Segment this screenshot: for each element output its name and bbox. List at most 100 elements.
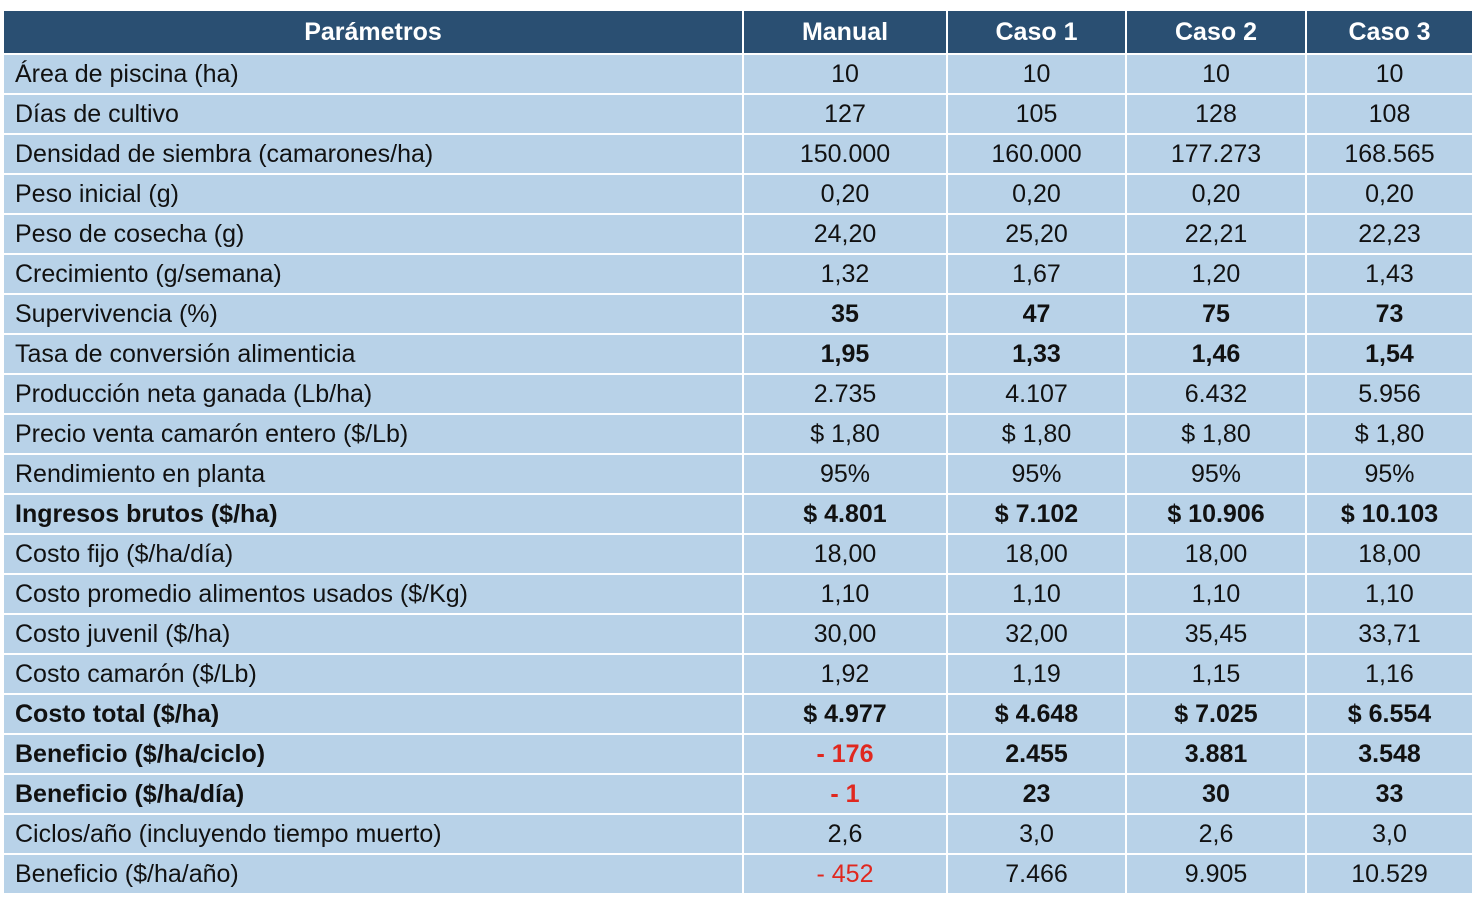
header-caso-1: Caso 1 (947, 11, 1127, 55)
cell-value: - 452 (743, 854, 948, 895)
cell-value: 32,00 (947, 614, 1127, 655)
cell-value: 1,67 (947, 254, 1127, 295)
cell-value: 105 (947, 94, 1127, 135)
row-label: Costo juvenil ($/ha) (4, 614, 744, 655)
cell-value: 3.548 (1306, 734, 1472, 775)
row-label: Días de cultivo (4, 94, 744, 135)
cell-value: $ 1,80 (1306, 414, 1472, 455)
cell-value: 95% (743, 454, 948, 495)
cell-value: 1,10 (947, 574, 1127, 615)
row-label: Tasa de conversión alimenticia (4, 334, 744, 375)
cell-value: 35,45 (1126, 614, 1307, 655)
cell-value: 23 (947, 774, 1127, 815)
cell-value: 1,43 (1306, 254, 1472, 295)
cell-value: 73 (1306, 294, 1472, 335)
cell-value: $ 1,80 (947, 414, 1127, 455)
cell-value: 0,20 (743, 174, 948, 215)
cell-value: 177.273 (1126, 134, 1307, 175)
cell-value: 95% (1306, 454, 1472, 495)
cell-value: 5.956 (1306, 374, 1472, 415)
header-manual: Manual (743, 11, 948, 55)
cell-value: 108 (1306, 94, 1472, 135)
cell-value: 95% (1126, 454, 1307, 495)
cell-value: $ 10.103 (1306, 494, 1472, 535)
cell-value: 1,15 (1126, 654, 1307, 695)
cell-value: 18,00 (1306, 534, 1472, 575)
parameters-table: Parámetros Manual Caso 1 Caso 2 Caso 3 Á… (4, 11, 1472, 895)
cell-value: 10 (743, 54, 948, 95)
table-row: Costo promedio alimentos usados ($/Kg) 1,… (4, 574, 1472, 615)
cell-value: 6.432 (1126, 374, 1307, 415)
cell-value: 1,92 (743, 654, 948, 695)
table-row: Área de piscina (ha) 10 10 10 10 (4, 54, 1472, 95)
header-caso-3: Caso 3 (1306, 11, 1472, 55)
cell-value: 24,20 (743, 214, 948, 255)
cell-value: 0,20 (1306, 174, 1472, 215)
table-row: Costo juvenil ($/ha) 30,00 32,00 35,45 33,71 (4, 614, 1472, 655)
cell-value: $ 1,80 (743, 414, 948, 455)
row-label: Ingresos brutos ($/ha) (4, 494, 744, 535)
table-header: Parámetros Manual Caso 1 Caso 2 Caso 3 (4, 11, 1472, 55)
cell-value: 4.107 (947, 374, 1127, 415)
row-label: Precio venta camarón entero ($/Lb) (4, 414, 744, 455)
cell-value: 2.735 (743, 374, 948, 415)
cell-value: 2,6 (743, 814, 948, 855)
cell-value: $ 1,80 (1126, 414, 1307, 455)
cell-value: 10.529 (1306, 854, 1472, 895)
table-row: Peso de cosecha (g) 24,20 25,20 22,21 22,23 (4, 214, 1472, 255)
table-row: Rendimiento en planta 95% 95% 95% 95% (4, 454, 1472, 495)
cell-value: 3,0 (1306, 814, 1472, 855)
table-row: Costo total ($/ha) $ 4.977 $ 4.648 $ 7.025 $… (4, 694, 1472, 735)
row-label: Ciclos/año (incluyendo tiempo muerto) (4, 814, 744, 855)
cell-value: $ 7.025 (1126, 694, 1307, 735)
row-label: Peso inicial (g) (4, 174, 744, 215)
row-label: Supervivencia (%) (4, 294, 744, 335)
cell-value: 160.000 (947, 134, 1127, 175)
cell-value: 128 (1126, 94, 1307, 135)
row-label: Peso de cosecha (g) (4, 214, 744, 255)
cell-value: 1,10 (1306, 574, 1472, 615)
cell-value: $ 4.801 (743, 494, 948, 535)
cell-value: 25,20 (947, 214, 1127, 255)
header-row: Parámetros Manual Caso 1 Caso 2 Caso 3 (4, 11, 1472, 55)
table-row: Tasa de conversión alimenticia 1,95 1,33 1,… (4, 334, 1472, 375)
table-row: Costo camarón ($/Lb) 1,92 1,19 1,15 1,16 (4, 654, 1472, 695)
cell-value: - 176 (743, 734, 948, 775)
table-row: Beneficio ($/ha/día) - 1 23 30 33 (4, 774, 1472, 815)
cell-value: $ 4.977 (743, 694, 948, 735)
row-label: Beneficio ($/ha/ciclo) (4, 734, 744, 775)
cell-value: $ 7.102 (947, 494, 1127, 535)
cell-value: 30 (1126, 774, 1307, 815)
cell-value: $ 10.906 (1126, 494, 1307, 535)
cell-value: 0,20 (947, 174, 1127, 215)
cell-value: 18,00 (743, 534, 948, 575)
cell-value: 47 (947, 294, 1127, 335)
cell-value: 22,23 (1306, 214, 1472, 255)
row-label: Área de piscina (ha) (4, 54, 744, 95)
cell-value: 10 (1306, 54, 1472, 95)
cell-value: 33,71 (1306, 614, 1472, 655)
table-row: Producción neta ganada (Lb/ha) 2.735 4.107… (4, 374, 1472, 415)
cell-value: 1,33 (947, 334, 1127, 375)
cell-value: 1,19 (947, 654, 1127, 695)
cell-value: 1,10 (743, 574, 948, 615)
row-label: Costo camarón ($/Lb) (4, 654, 744, 695)
row-label: Producción neta ganada (Lb/ha) (4, 374, 744, 415)
header-caso-2: Caso 2 (1126, 11, 1307, 55)
cell-value: 95% (947, 454, 1127, 495)
cell-value: 168.565 (1306, 134, 1472, 175)
cell-value: 1,95 (743, 334, 948, 375)
cell-value: 22,21 (1126, 214, 1307, 255)
table-row: Beneficio ($/ha/ciclo) - 176 2.455 3.881 3.5… (4, 734, 1472, 775)
table-row: Ingresos brutos ($/ha) $ 4.801 $ 7.102 $ 10… (4, 494, 1472, 535)
row-label: Beneficio ($/ha/día) (4, 774, 744, 815)
cell-value: 1,54 (1306, 334, 1472, 375)
row-label: Costo total ($/ha) (4, 694, 744, 735)
table-row: Costo fijo ($/ha/día) 18,00 18,00 18,00 18,0… (4, 534, 1472, 575)
cell-value: 75 (1126, 294, 1307, 335)
row-label: Densidad de siembra (camarones/ha) (4, 134, 744, 175)
cell-value: 2,6 (1126, 814, 1307, 855)
row-label: Costo promedio alimentos usados ($/Kg) (4, 574, 744, 615)
cell-value: 1,46 (1126, 334, 1307, 375)
table-row: Peso inicial (g) 0,20 0,20 0,20 0,20 (4, 174, 1472, 215)
